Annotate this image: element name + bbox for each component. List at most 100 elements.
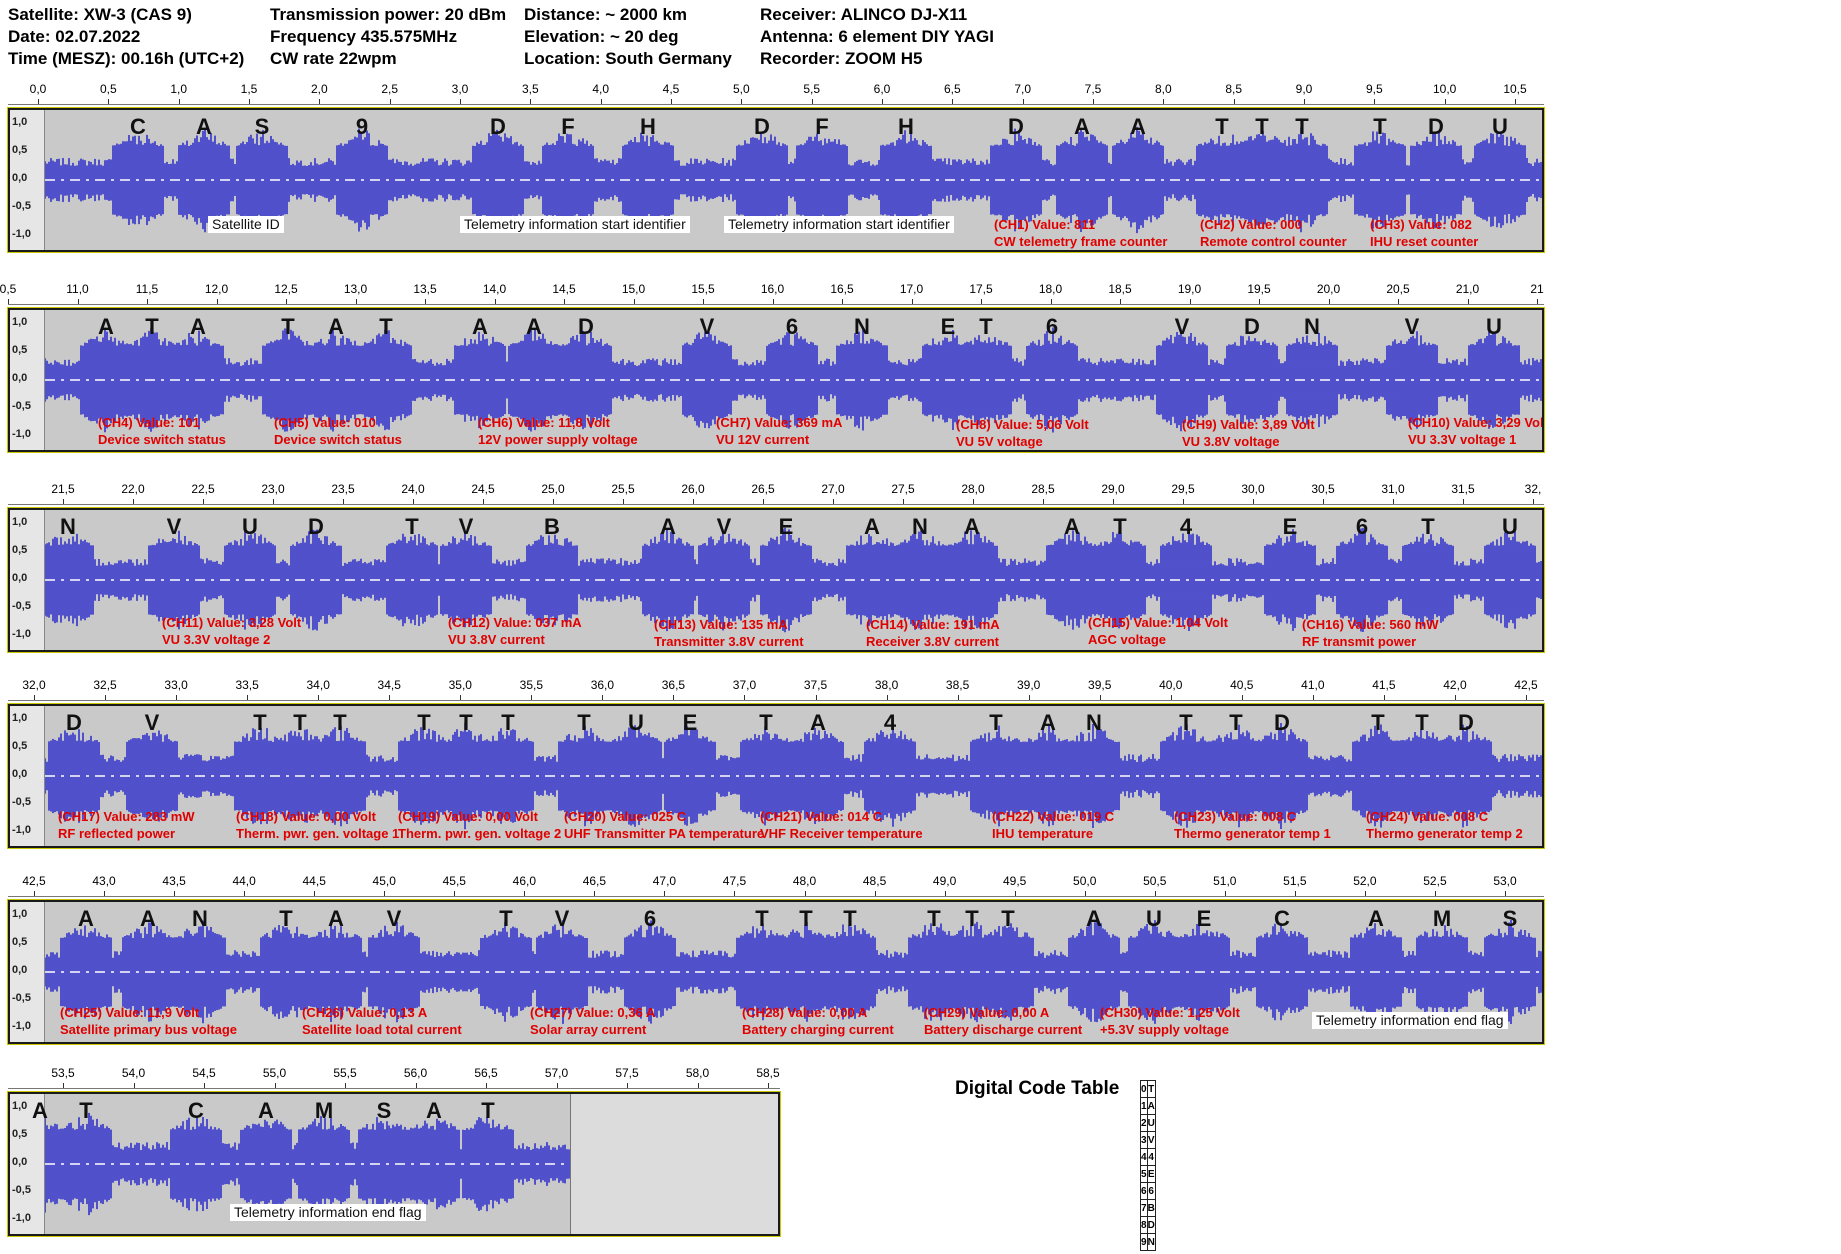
decoded-cw-letter: T (1371, 710, 1385, 735)
time-tick-mark (286, 299, 287, 304)
decoded-cw-letter: V (554, 906, 570, 931)
decoded-cw-letter: D (1458, 710, 1474, 735)
channel-annotation-line: Transmitter 3.8V current (654, 634, 804, 649)
channel-annotation-line: (CH17) Value: 283 mW (58, 809, 195, 824)
time-tick-label: 0,0 (29, 82, 47, 96)
waveform-row-4: 32,0 32,5 33,0 33,5 34,0 34,5 35,0 35,5 36,0 36,5… (8, 678, 1544, 854)
time-tick-mark (355, 299, 357, 304)
decoded-cw-letter: S (1502, 906, 1518, 931)
channel-annotation-line: RF reflected power (58, 826, 176, 841)
channel-annotation-line: (CH2) Value: 000 (1200, 217, 1302, 232)
time-tick-mark (886, 695, 888, 700)
time-tick-mark (973, 499, 974, 504)
telemetry-note: Telemetry information end flag (1312, 1012, 1508, 1029)
time-tick-label: 23,5 (331, 482, 355, 496)
time-tick-label: 30,5 (1311, 482, 1335, 496)
time-ruler: 0,0 0,5 1,0 1,5 2,0 2,5 3,0 3,5 4,0 4,5 5,0 5,5 6,0 6… (8, 82, 1544, 105)
audio-track[interactable]: 1,0 0,5 0,0 -0,5 -1,0 A T A T A T A A D V 6 N E T 6 V D N V U (CH… (8, 308, 1544, 452)
header-line: Distance: ~ 2000 km (524, 5, 688, 24)
decoded-cw-letter: A (472, 314, 488, 339)
decoded-cw-letter: T (405, 514, 419, 539)
audio-track[interactable]: 1,0 0,5 0,0 -0,5 -1,0 A A N T A V T V 6 T T T T T T A U E C A M S(… (8, 900, 1544, 1044)
decoded-cw-letter: N (1086, 710, 1102, 735)
decoded-cw-letter: T (965, 906, 979, 931)
time-tick-label: 36,0 (590, 678, 615, 692)
time-tick-mark (389, 99, 391, 104)
time-tick-mark (633, 299, 635, 304)
time-tick-label: 43,5 (162, 874, 186, 888)
decoded-cw-letter: T (1255, 114, 1269, 139)
amplitude-axis: 1,0 0,5 0,0 -0,5 -1,0 (10, 510, 45, 650)
time-tick-mark (494, 299, 496, 304)
channel-annotation-line: Therm. pwr. gen. voltage 1 (236, 826, 400, 841)
code-letter: 6 (1146, 1182, 1156, 1200)
header-line: Time (MESZ): 00.16h (UTC+2) (8, 49, 245, 68)
decoded-cw-letter: 6 (785, 314, 799, 339)
time-tick-label: 48,0 (792, 874, 817, 888)
amplitude-label: 0,5 (12, 740, 28, 752)
amplitude-label: 1,0 (12, 116, 28, 128)
time-tick-label: 44,0 (232, 874, 256, 888)
decoded-cw-letter: T (577, 710, 591, 735)
time-tick-label: 16,0 (760, 282, 785, 296)
decoded-cw-letter: N (912, 514, 928, 539)
header-line: Date: 02.07.2022 (8, 27, 141, 46)
channel-annotation: (CH6) Value: 11,8 Volt 12V power supply v… (478, 414, 638, 448)
decoded-cw-letter: D (1244, 314, 1260, 339)
audio-track[interactable]: 1,0 0,5 0,0 -0,5 -1,0 D V T T T T T T T U E T A 4 T A N T T D T T D… (8, 704, 1544, 848)
decoded-cw-letter: 6 (1355, 514, 1369, 539)
time-tick-label: 34,0 (306, 678, 330, 692)
time-tick-label: 49,5 (1002, 874, 1027, 888)
time-tick-label: 17,5 (969, 282, 993, 296)
decoded-cw-letter: E (1282, 514, 1298, 539)
decoded-cw-letter: U (1486, 314, 1502, 339)
time-tick-label: 58,0 (685, 1066, 710, 1080)
time-tick-label: 52,5 (1423, 874, 1447, 888)
amplitude-label: -1,0 (12, 824, 31, 836)
time-tick-mark (343, 499, 344, 504)
decoded-cw-letter: A (258, 1098, 274, 1123)
time-tick-label: 27,0 (821, 482, 845, 496)
time-tick-label: 15,5 (691, 282, 715, 296)
header-col4: Receiver: ALINCO DJ-X11 Antenna: 6 elemen… (760, 4, 994, 70)
time-tick-label: 22,0 (121, 482, 145, 496)
time-tick-label: 50,0 (1073, 874, 1097, 888)
channel-annotation: (CH7) Value: 369 mA VU 12V current (716, 414, 842, 448)
time-tick-mark (671, 99, 672, 104)
decoded-cw-letter: T (799, 906, 813, 931)
decoded-cw-letter: A (1064, 514, 1080, 539)
time-tick-mark (34, 891, 35, 896)
time-tick-label: 11,5 (135, 282, 159, 296)
time-tick-mark (627, 1083, 628, 1088)
time-ruler: 32,0 32,5 33,0 33,5 34,0 34,5 35,0 35,5 36,0 36,5… (8, 678, 1544, 701)
time-tick-mark (1398, 299, 1399, 304)
decoded-cw-letter: A (140, 906, 156, 931)
time-tick-label: 35,0 (448, 678, 472, 692)
audio-track[interactable]: 1,0 0,5 0,0 -0,5 -1,0 C A S 9 D F H D F H D A A T T T T D U (CH1… (8, 108, 1544, 252)
time-tick-mark (1463, 499, 1464, 504)
audio-track[interactable]: 1,0 0,5 0,0 -0,5 -1,0 A T C A M S A T Telemetry infor… (8, 1092, 780, 1236)
time-tick-mark (768, 1083, 769, 1088)
channel-annotation: (CH19) Value: 0,00 Volt Therm. pwr. gen. … (398, 808, 561, 842)
channel-annotation: (CH11) Value: 3,28 Volt VU 3.3V voltage 2 (162, 614, 301, 648)
time-tick-mark (318, 695, 320, 700)
audio-track[interactable]: 1,0 0,5 0,0 -0,5 -1,0 N V U D T V B A V E A N A A T 4 E 6 T U (CH… (8, 508, 1544, 652)
decoded-cw-letter: C (130, 114, 146, 139)
time-tick-label: 33,5 (235, 678, 259, 692)
channel-annotation: (CH1) Value: 811 CW telemetry frame count… (994, 216, 1167, 250)
channel-annotation-line: Remote control counter (1200, 234, 1347, 249)
time-tick-mark (524, 891, 526, 896)
time-tick-mark (564, 299, 565, 304)
time-tick-label: 38,0 (874, 678, 899, 692)
decoded-cw-letter: S (254, 114, 270, 139)
channel-annotation: (CH22) Value: 019 C IHU temperature (992, 808, 1114, 842)
channel-annotation-line: (CH10) Value: 3,29 Volt (1408, 415, 1544, 430)
time-tick-mark (697, 1083, 699, 1088)
time-tick-label: 15,0 (621, 282, 646, 296)
time-tick-label: 58,5 (756, 1066, 780, 1080)
decoded-cw-letter: V (144, 710, 160, 735)
time-tick-label: 40,0 (1159, 678, 1183, 692)
time-tick-mark (176, 695, 178, 700)
time-tick-label: 43,0 (92, 874, 116, 888)
decoded-cw-letter: D (1274, 710, 1290, 735)
